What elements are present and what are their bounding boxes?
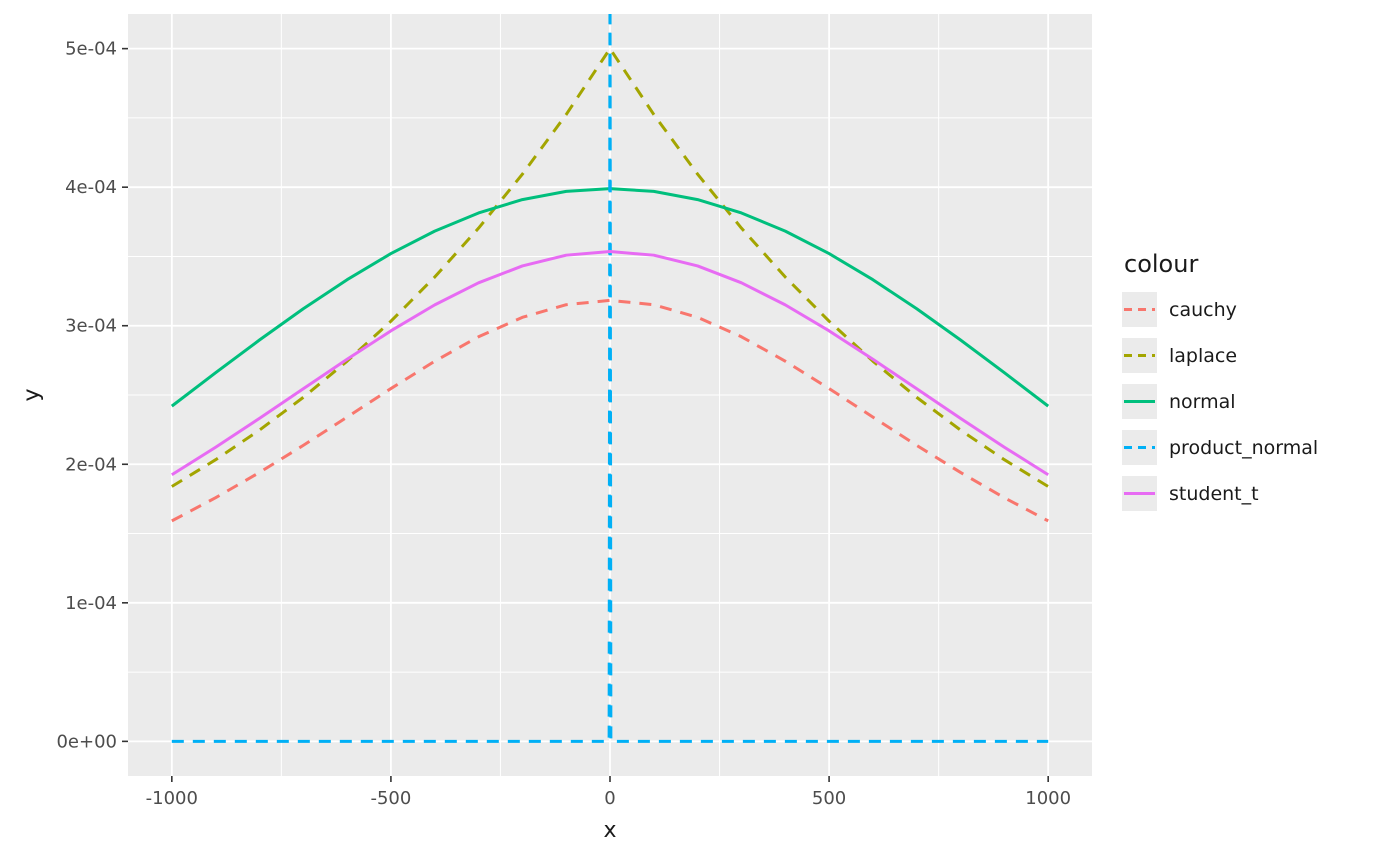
legend: colour cauchy laplace normal product_normal…: [1122, 250, 1318, 522]
y-tick-label: 2e-04: [65, 454, 117, 475]
x-tick-label: -1000: [146, 788, 198, 809]
y-tick-label: 4e-04: [65, 177, 117, 198]
x-tick-label: 1000: [1025, 788, 1071, 809]
legend-key-laplace: [1122, 338, 1157, 373]
legend-title: colour: [1124, 250, 1199, 278]
legend-item-normal: normal: [1122, 384, 1318, 419]
series-line-cauchy: [171, 298, 1049, 523]
legend-label-product_normal: product_normal: [1169, 436, 1319, 459]
y-tick-label: 0e+00: [56, 731, 117, 752]
legend-label-normal: normal: [1169, 390, 1236, 413]
y-axis-title: y: [19, 388, 45, 402]
legend-label-cauchy: cauchy: [1169, 298, 1237, 321]
legend-item-student_t: student_t: [1122, 476, 1318, 511]
x-tick-label: -500: [370, 788, 411, 809]
legend-key-normal: [1122, 384, 1157, 419]
y-tick-label: 5e-04: [65, 39, 117, 60]
legend-label-student_t: student_t: [1169, 482, 1259, 505]
legend-item-product_normal: product_normal: [1122, 430, 1318, 465]
x-axis-title: x: [603, 818, 617, 843]
legend-key-student_t: [1122, 476, 1157, 511]
legend-key-product_normal: [1122, 430, 1157, 465]
x-tick-label: 0: [604, 788, 615, 809]
series-line-laplace: [171, 47, 1049, 488]
legend-item-cauchy: cauchy: [1122, 292, 1318, 327]
legend-label-laplace: laplace: [1169, 344, 1238, 367]
legend-item-laplace: laplace: [1122, 338, 1318, 373]
legend-key-cauchy: [1122, 292, 1157, 327]
x-tick-label: 500: [812, 788, 846, 809]
series-line-student_t: [171, 250, 1049, 477]
y-tick-label: 1e-04: [65, 593, 117, 614]
y-tick-label: 3e-04: [65, 316, 117, 337]
